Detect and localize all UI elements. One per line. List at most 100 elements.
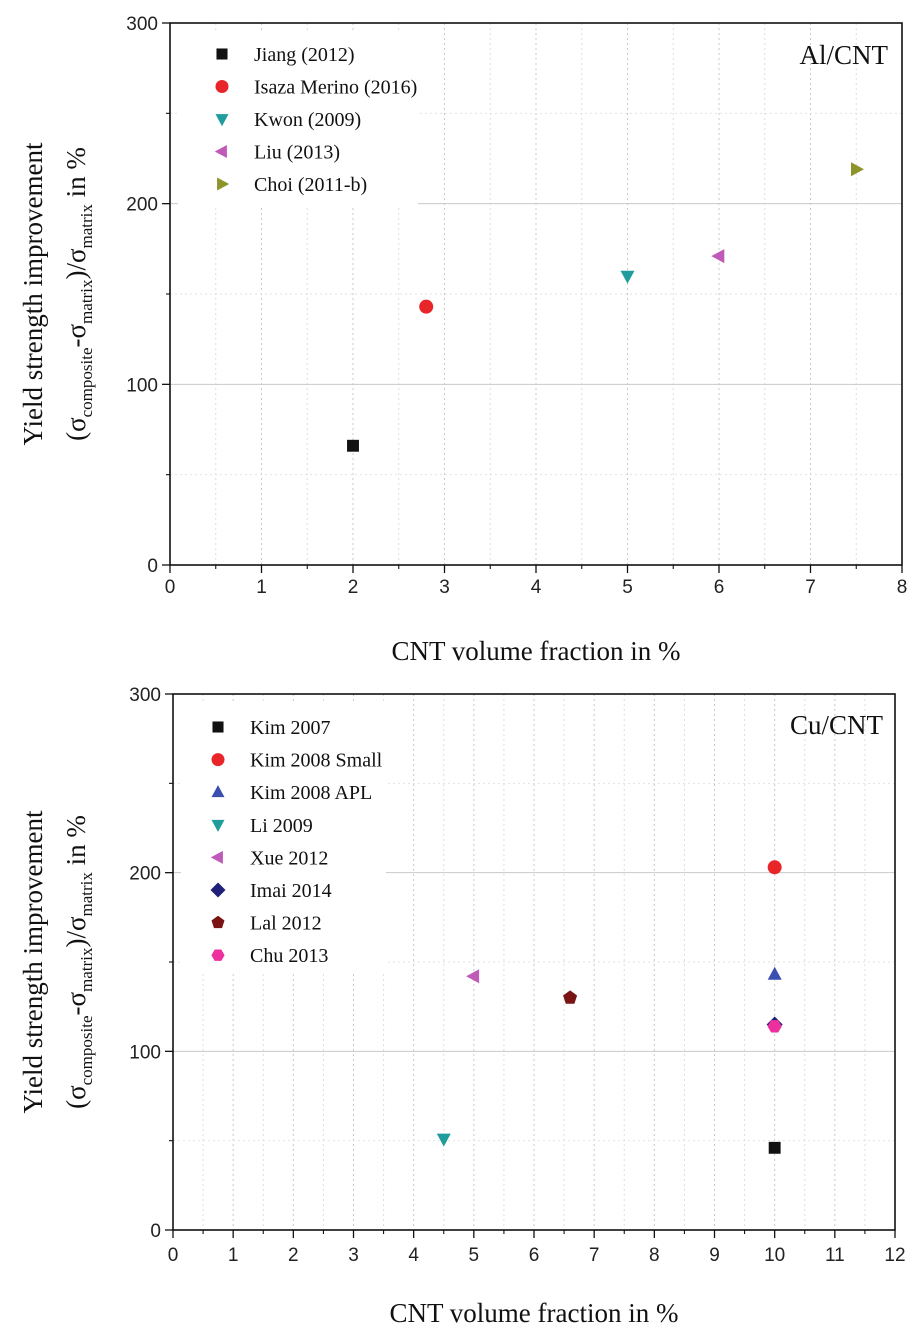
formula-text: in %: [61, 147, 91, 204]
legend-marker: [217, 177, 230, 191]
legend-item: Liu (2013): [214, 142, 340, 164]
data-point: [767, 1020, 782, 1033]
legend-marker: [212, 721, 224, 733]
y-tick-labels: 0 100 200 300: [126, 14, 158, 577]
legend-marker: [215, 114, 229, 127]
legend-label: Kim 2008 Small: [250, 750, 383, 772]
x-tick-label: 1: [256, 577, 267, 598]
x-tick-label: 8: [649, 1245, 660, 1266]
formula-subscript: composite: [77, 1015, 96, 1085]
legend-marker: [210, 882, 226, 898]
legend-label: Lal 2012: [250, 913, 322, 935]
formula-subscript: matrix: [77, 947, 96, 992]
legend-label: Chu 2013: [250, 945, 328, 967]
x-axis-label: CNT volume fraction in %: [392, 636, 681, 666]
legend-marker: [211, 949, 225, 961]
legend-marker: [211, 753, 225, 767]
x-tick-label: 12: [884, 1245, 905, 1266]
legend: Kim 2007 Kim 2008 Small Kim 2008 APL Li 200…: [210, 717, 383, 967]
x-tick-label: 10: [764, 1245, 785, 1266]
data-point: [711, 249, 725, 264]
formula-text: -σ: [61, 323, 91, 347]
data-point: [620, 270, 635, 284]
legend-marker: [215, 80, 229, 93]
y-tick-label: 300: [126, 14, 158, 35]
data-point: [563, 990, 578, 1004]
legend-marker: [211, 785, 225, 798]
x-tick-label: 5: [469, 1245, 480, 1266]
y-tick-label: 0: [150, 1221, 161, 1242]
legend-label: Kwon (2009): [254, 109, 361, 131]
legend-item: Jiang (2012): [216, 44, 355, 66]
y-tick-label: 200: [126, 195, 158, 216]
x-tick-label: 6: [529, 1245, 540, 1266]
legend-label: Li 2009: [250, 815, 313, 837]
y-tick-label: 0: [147, 556, 158, 577]
formula-text: in %: [61, 815, 91, 872]
y-tick-label: 100: [129, 1042, 161, 1063]
legend-label: Liu (2013): [254, 142, 340, 164]
x-axis-label: CNT volume fraction in %: [390, 1298, 679, 1328]
legend-item: Chu 2013: [211, 945, 328, 967]
data-point: [419, 299, 434, 314]
y-axis-label: Yield strength improvement: [18, 142, 48, 445]
legend-item: Xue 2012: [210, 847, 328, 869]
legend-item: Imai 2014: [210, 880, 332, 902]
x-tick-label: 8: [897, 577, 908, 598]
x-tick-label: 5: [622, 577, 633, 598]
data-point: [767, 966, 782, 980]
legend-label: Kim 2007: [250, 717, 331, 739]
legend-item: Kim 2007: [212, 717, 331, 739]
legend-item: Lal 2012: [211, 913, 322, 935]
x-tick-label: 1: [228, 1245, 239, 1266]
formula-subscript: matrix: [77, 872, 96, 917]
x-tick-label: 7: [589, 1245, 600, 1266]
formula-subscript: composite: [77, 347, 96, 417]
x-tick-label: 0: [168, 1245, 179, 1266]
y-axis-formula: (σcomposite-σmatrix)/σmatrix in %: [61, 815, 96, 1109]
data-point: [347, 439, 359, 452]
data-point: [851, 162, 864, 177]
y-axis-formula: (σcomposite-σmatrix)/σmatrix in %: [61, 147, 96, 441]
x-tick-labels: 0 1 2 3 4 5 6 7 8: [165, 577, 908, 598]
data-points: [347, 162, 864, 452]
legend-item: Li 2009: [211, 815, 313, 837]
chart-panel-1: 0 1 2 3 4 5 6 7 8 0 100 200 300 CNT volume fraction i…: [18, 14, 907, 666]
data-points: [436, 860, 783, 1154]
formula-text: )/σ: [61, 916, 91, 947]
panel-annotation: Al/CNT: [799, 40, 888, 70]
legend-marker: [216, 48, 228, 60]
legend-item: Choi (2011-b): [217, 174, 367, 196]
formula-text: (σ: [61, 417, 91, 441]
y-tick-label: 200: [129, 864, 161, 885]
legend-label: Jiang (2012): [254, 44, 355, 66]
x-tick-label: 6: [714, 577, 725, 598]
y-tick-label: 300: [129, 685, 161, 706]
panel-annotation: Cu/CNT: [790, 710, 884, 740]
legend-item: Kim 2008 Small: [211, 750, 383, 772]
legend-label: Xue 2012: [250, 847, 328, 869]
x-tick-label: 0: [165, 577, 176, 598]
x-tick-label: 4: [531, 577, 542, 598]
y-tick-label: 100: [126, 375, 158, 396]
legend-marker: [211, 915, 225, 929]
x-tick-label: 9: [709, 1245, 720, 1266]
legend: Jiang (2012) Isaza Merino (2016) Kwon (200…: [214, 44, 417, 196]
legend-item: Kim 2008 APL: [211, 782, 372, 804]
formula-subscript: matrix: [77, 204, 96, 249]
x-tick-label: 2: [288, 1245, 299, 1266]
x-tick-label: 11: [825, 1245, 845, 1266]
x-tick-labels: 0 1 2 3 4 5 6 7 8 9 10 11 12: [168, 1245, 906, 1266]
x-tick-label: 4: [408, 1245, 419, 1266]
x-tick-label: 3: [439, 577, 450, 598]
formula-text: )/σ: [61, 248, 91, 279]
y-axis-label: Yield strength improvement: [18, 810, 48, 1113]
formula-text: -σ: [61, 991, 91, 1015]
y-tick-labels: 0 100 200 300: [129, 685, 161, 1242]
legend-item: Kwon (2009): [215, 109, 361, 131]
legend-background: [178, 31, 418, 207]
legend-marker: [210, 850, 223, 864]
legend-marker: [211, 819, 225, 832]
